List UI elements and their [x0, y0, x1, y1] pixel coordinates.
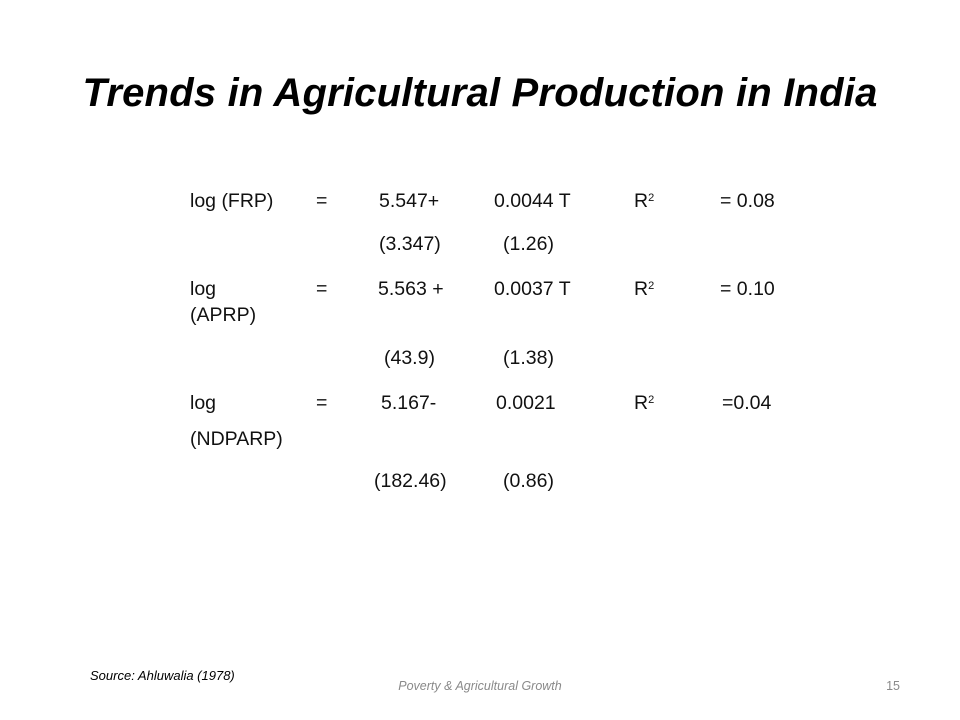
regression-label: log (FRP) — [190, 190, 274, 212]
r-squared-value: = 0.08 — [720, 190, 775, 212]
regression-label: log — [190, 392, 217, 414]
page-number: 15 — [886, 679, 900, 693]
regression-label: log — [190, 278, 217, 300]
constant-t-statistic: (43.9) — [384, 347, 435, 369]
footer-text: Poverty & Agricultural Growth — [398, 679, 562, 693]
regression-label-continued: (APRP) — [190, 304, 257, 326]
slide-title: Trends in Agricultural Production in Ind… — [82, 71, 878, 115]
coefficient-t-statistic: (1.26) — [503, 233, 554, 255]
r-squared-label: R2 — [634, 278, 655, 300]
r-squared-exponent: 2 — [648, 280, 655, 292]
r-squared-exponent: 2 — [648, 394, 655, 406]
equals-sign: = — [316, 190, 328, 212]
r-squared-label: R2 — [634, 392, 655, 414]
constant-estimate: 5.167- — [381, 392, 437, 414]
constant-t-statistic: (3.347) — [379, 233, 441, 255]
r-squared-value: =0.04 — [722, 392, 772, 414]
constant-t-statistic: (182.46) — [374, 470, 447, 492]
equals-sign: = — [316, 278, 328, 300]
equals-sign: = — [316, 392, 328, 414]
coefficient-t-statistic: (1.38) — [503, 347, 554, 369]
source-citation: Source: Ahluwalia (1978) — [90, 668, 235, 683]
constant-estimate: 5.563 + — [378, 278, 444, 300]
coefficient-t-statistic: (0.86) — [503, 470, 554, 492]
trend-coefficient: 0.0044 T — [494, 190, 571, 212]
r-squared-exponent: 2 — [648, 192, 655, 204]
regression-label-continued: (NDPARP) — [190, 428, 283, 450]
r-squared-label: R2 — [634, 190, 655, 212]
trend-coefficient: 0.0037 T — [494, 278, 571, 300]
trend-coefficient: 0.0021 — [496, 392, 556, 414]
r-squared-value: = 0.10 — [720, 278, 775, 300]
constant-estimate: 5.547+ — [379, 190, 440, 212]
